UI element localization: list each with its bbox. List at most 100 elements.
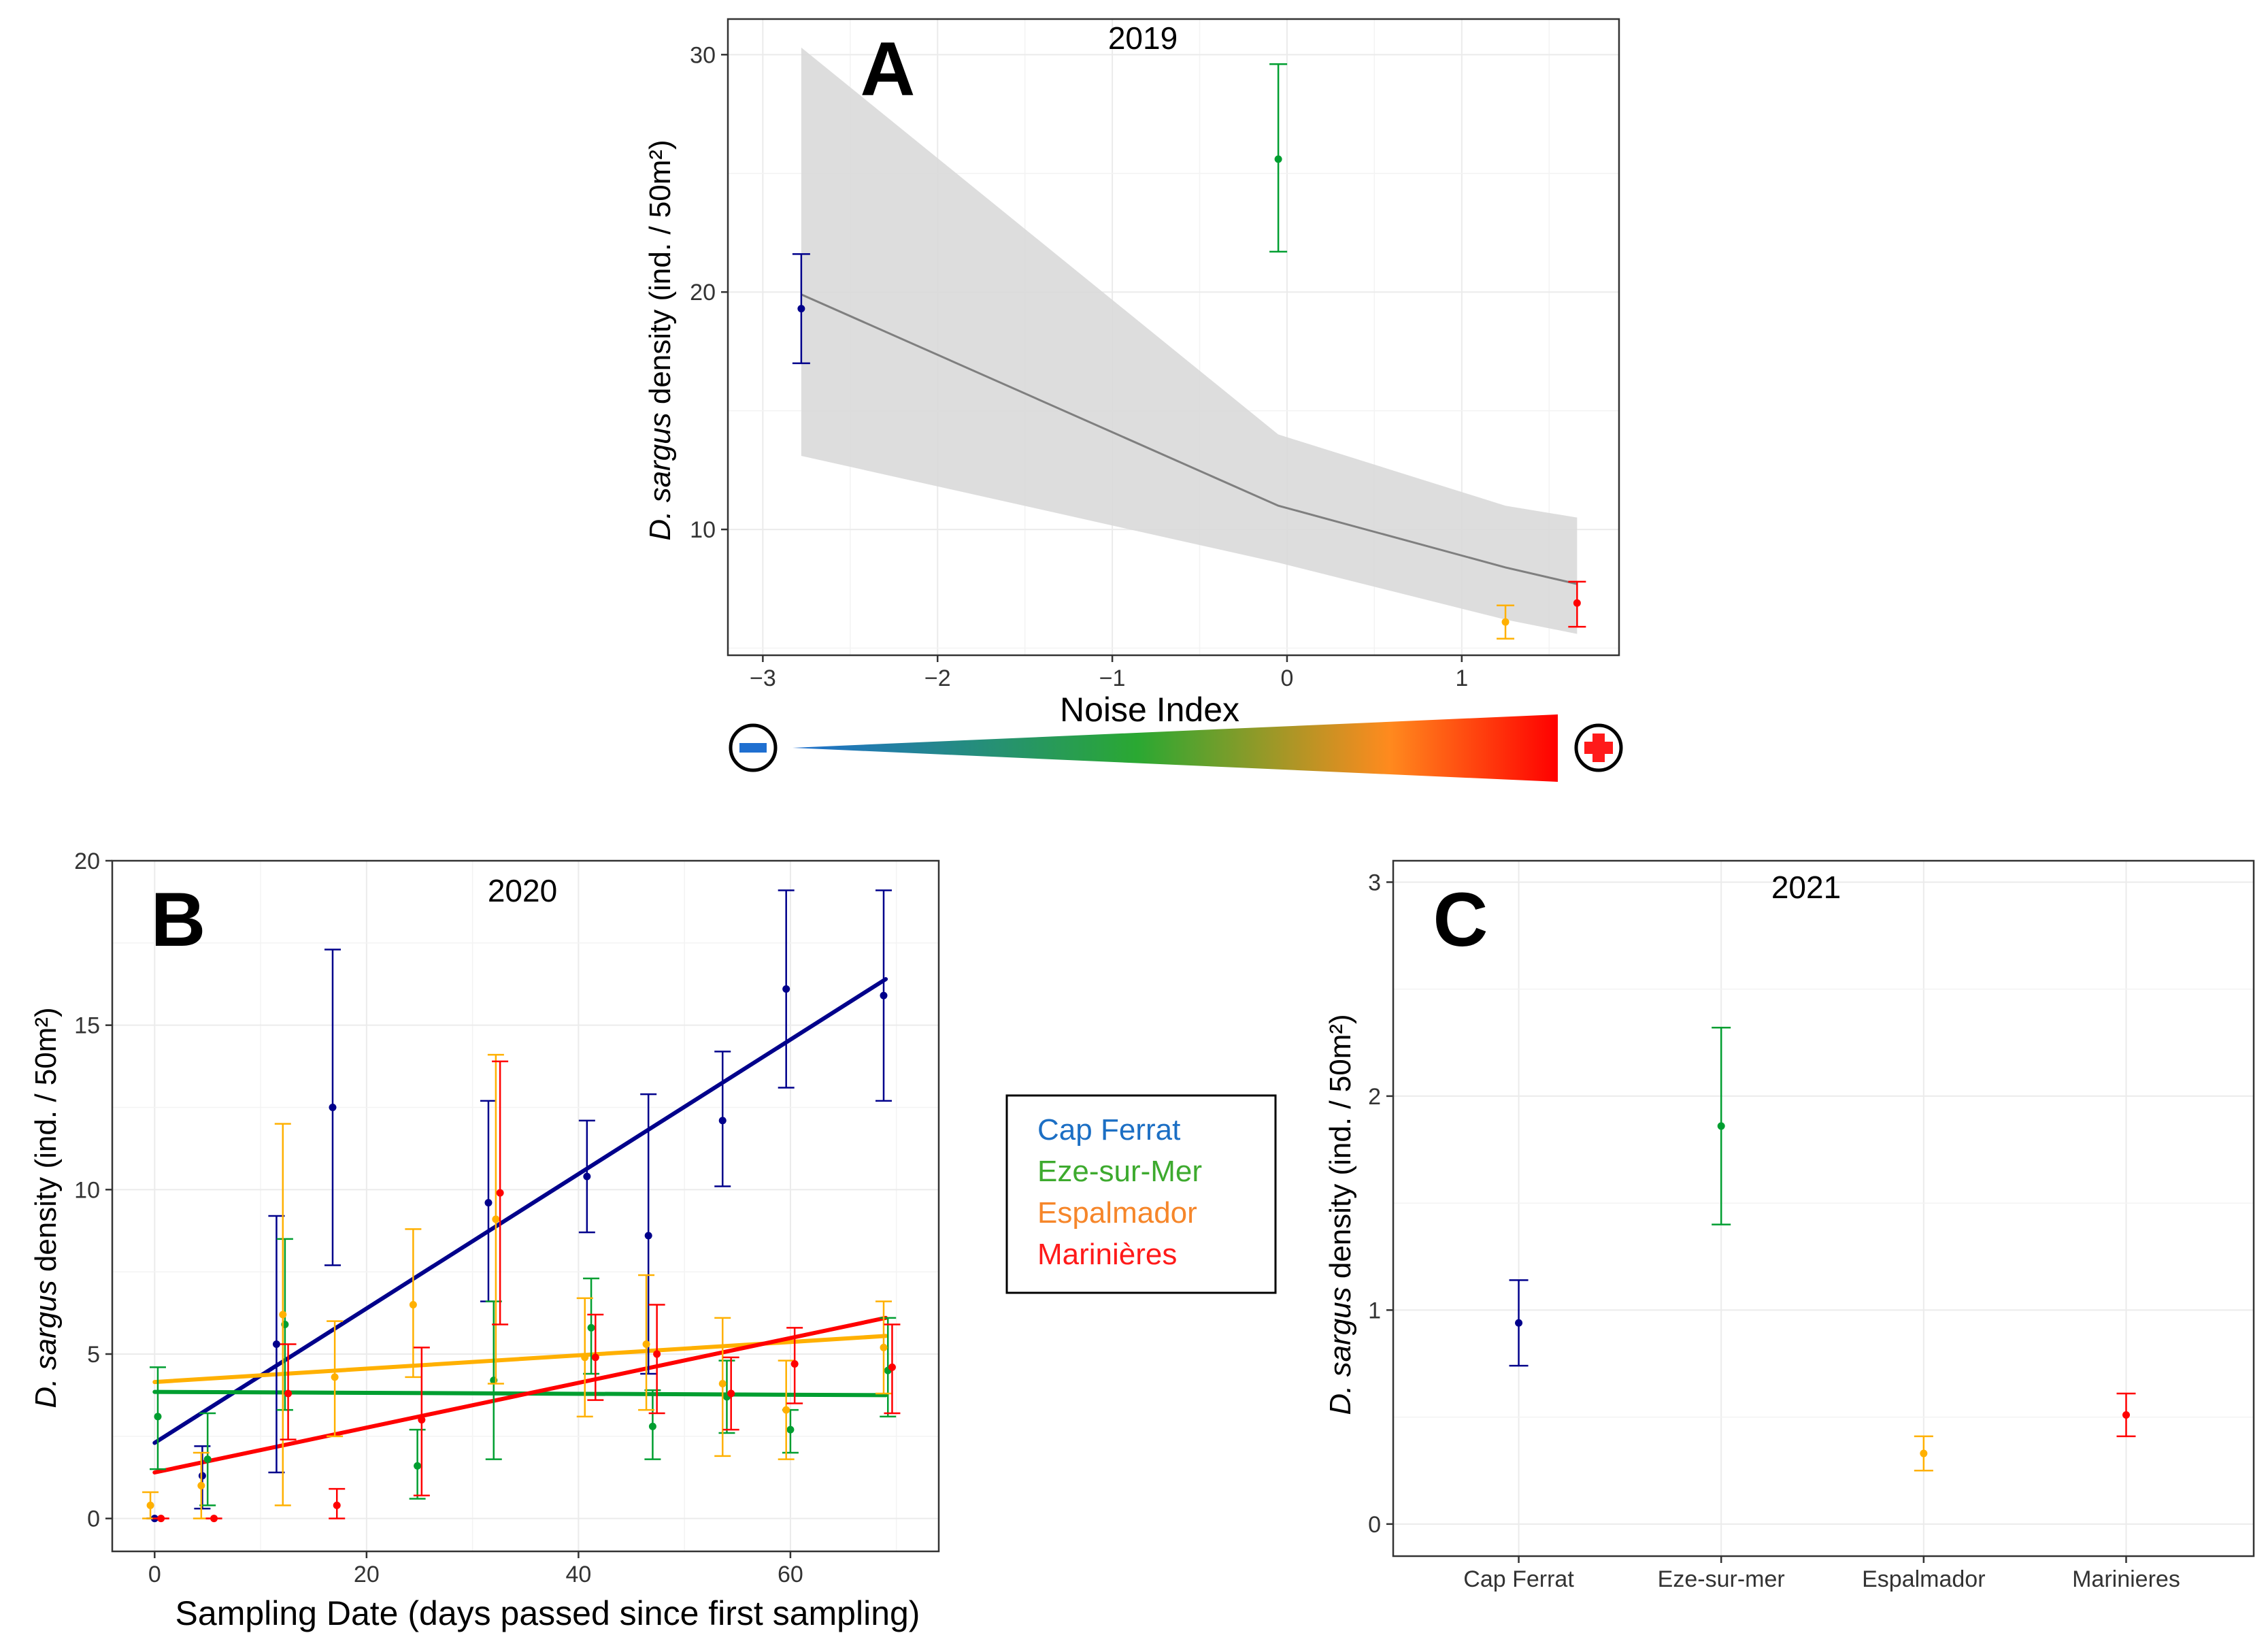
panel-b-espalmador-point [782,1406,790,1414]
panel-c-axes: Cap Ferrat Eze-sur-mer Espalmador Mariniere… [1368,870,2180,1592]
panel-c-ylabel: D. sargus density (ind. / 50m²) [1324,1014,1357,1415]
panel-b-espalmador-point [197,1481,205,1489]
panel-b-cap-ferrat-point [782,985,790,993]
panel-b-marinieres-point [591,1353,599,1362]
panel-b-xtick-label: 60 [778,1562,803,1587]
panel-b-cap-ferrat-point [644,1232,652,1240]
panel-b-cap-ferrat-point [329,1104,337,1111]
panel-b-marinieres-point [157,1515,165,1523]
panel-b-xtick-label: 40 [565,1562,591,1587]
panel-b-ylabel: D. sargus density (ind. / 50m²) [29,1007,63,1408]
panel-b-espalmador-point [718,1380,727,1387]
panel-c-points [1509,1027,2136,1472]
panel-b-border [111,859,940,1553]
panel-b-espalmador-point [581,1353,589,1362]
panel-a-ci-band [801,47,1578,634]
panel-b-ylabel-units: density (ind. / 50m²) [29,1007,63,1280]
panel-a-xtick-label: −1 [1099,665,1126,691]
panel-b-ylabel-species: D. sargus [29,1280,63,1408]
noise-gradient-wedge [793,714,1558,782]
panel-a-fit-line [801,293,1578,585]
panel-b-axes: 0 20 40 60 0 5 10 15 20 [74,848,803,1587]
panel-b-eze-sur-mer-point [786,1425,795,1434]
plus-icon-cross [1584,734,1613,762]
panel-c-marinieres-point [2122,1411,2130,1419]
panel-c-ylabel-units: density (ind. / 50m²) [1324,1014,1357,1287]
panel-c-xtick-label: Espalmador [1862,1566,1985,1592]
panel-a-eze-sur-mer-point [1274,155,1282,163]
panel-c: Cap Ferrat Eze-sur-mer Espalmador Mariniere… [1324,859,2255,1592]
panel-b-espalmador-point [146,1501,154,1509]
panel-a-confidence-band [801,47,1578,634]
panel-a-cap-ferrat-point [797,305,805,313]
panel-b-fit-lines [152,977,888,1474]
legend-item-cap-ferrat: Cap Ferrat [1037,1113,1180,1147]
panel-a-border [727,18,1620,657]
panel-c-xtick-label: Cap Ferrat [1463,1566,1574,1592]
legend-item-marinieres: Marinières [1037,1238,1177,1271]
noise-scale [729,714,1623,782]
panel-b-marinieres-point [210,1515,218,1523]
panel-b-eze-sur-mer-point [648,1422,656,1430]
panel-c-xtick-label: Eze-sur-mer [1658,1566,1785,1592]
panel-b-eze-sur-mer-point [203,1455,212,1464]
panel-b-ytick-label: 0 [87,1506,100,1532]
legend-box [1005,1094,1277,1294]
panel-b-marinieres-point [727,1389,735,1398]
panel-a-marinieres-point [1573,599,1581,607]
panel-b-marinieres-point [284,1389,293,1398]
panel-b-espalmador-point [331,1373,339,1381]
panel-b-espalmador-point [409,1301,417,1308]
panel-a-ytick-label: 30 [690,42,716,68]
panel-a-xtick-label: −3 [750,665,776,691]
panel-b-espalmador-point [279,1311,287,1319]
panel-c-ylabel-species: D. sargus [1324,1287,1357,1415]
panel-b-espalmador-point [880,1343,888,1351]
panel-b-cap-ferrat-point [484,1199,493,1207]
panel-b-eze-sur-mer-point [154,1413,162,1421]
panel-a-xtick-label: −2 [924,665,951,691]
panel-b-cap-ferrat-point [198,1472,206,1480]
panel-b-ytick-label: 15 [74,1013,100,1039]
panel-b-cap-ferrat-point [718,1117,727,1125]
panel-a-ytick-label: 20 [690,280,716,306]
panel-c-letter: C [1433,877,1488,962]
panel-a-title: 2019 [1108,20,1178,56]
panel-b-eze-sur-mer-point [587,1323,595,1332]
panel-a-ylabel-units: density (ind. / 50m²) [644,139,677,412]
panel-a-letter: A [861,27,916,112]
panel-b-xtick-label: 20 [354,1562,380,1587]
panel-b-marinieres-point [790,1360,799,1368]
panel-b-marinieres-point [333,1501,341,1509]
minus-icon-bar [739,743,767,753]
panel-b-marinieres-point [496,1189,504,1197]
panel-b-xtick-label: 0 [148,1562,161,1587]
panel-b-ytick-label: 20 [74,848,100,874]
panel-c-xtick-label: Marinieres [2072,1566,2180,1592]
panel-b-cap-ferrat-point [583,1172,591,1181]
panel-b: 0 20 40 60 0 5 10 15 20 20 20 B Sampling Date (da… [29,848,940,1632]
panel-b-ytick-label: 5 [87,1342,100,1368]
panel-b-xlabel: Sampling Date (days passed since first s… [176,1594,920,1632]
panel-c-ytick-label: 2 [1368,1084,1381,1110]
legend: Cap Ferrat Eze-sur-Mer Espalmador Marini… [1005,1094,1277,1294]
panel-a-xtick-label: 1 [1455,665,1468,691]
panel-b-ytick-label: 10 [74,1177,100,1203]
panel-a-points [792,63,1586,640]
panel-a-ylabel-species: D. sargus [644,412,677,540]
panel-a-ylabel: D. sargus density (ind. / 50m²) [644,139,677,540]
legend-item-eze-sur-mer: Eze-sur-Mer [1037,1155,1202,1188]
panel-a: −3 −2 −1 0 1 10 20 30 2019 A Noise Index D. sar… [644,18,1620,729]
panel-b-cap-ferrat-point [272,1340,280,1348]
panel-a-xlabel: Noise Index [1060,691,1239,729]
panel-c-grid [1393,861,2254,1556]
panel-b-letter: B [151,877,206,962]
legend-item-espalmador: Espalmador [1037,1196,1197,1230]
panel-b-marinieres-point [888,1363,896,1371]
panel-a-fit [801,293,1578,585]
panel-b-points [142,889,901,1523]
panel-b-espalmador-point [492,1215,500,1223]
panel-c-espalmador-point [1920,1449,1928,1457]
panel-c-eze-sur-mer-point [1717,1122,1725,1130]
